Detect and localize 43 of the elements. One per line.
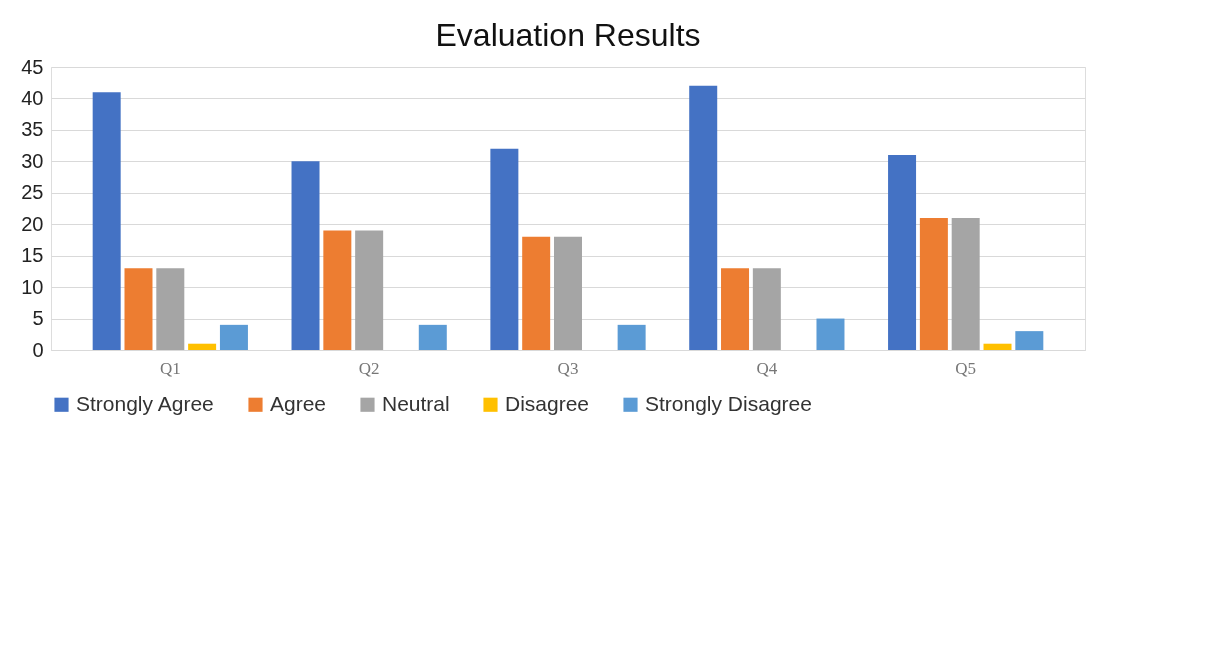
bar xyxy=(554,236,582,350)
y-tick-label: 45 xyxy=(21,55,44,78)
bar xyxy=(323,230,352,350)
bar xyxy=(752,268,781,350)
bar xyxy=(689,85,718,350)
legend-label: Strongly Disagree xyxy=(645,391,812,415)
x-tick-label: Q5 xyxy=(955,358,977,378)
bar xyxy=(124,268,153,350)
bar xyxy=(219,324,248,350)
bar xyxy=(92,92,121,350)
y-tick-label: 5 xyxy=(32,307,44,330)
bar xyxy=(951,217,980,350)
y-tick-label: 0 xyxy=(32,338,44,361)
bar xyxy=(888,155,917,350)
bar xyxy=(617,324,646,350)
bar xyxy=(418,324,447,350)
y-tick-label: 15 xyxy=(21,244,44,267)
bar xyxy=(919,217,948,350)
legend-label: Disagree xyxy=(505,391,590,415)
legend-label: Neutral xyxy=(382,391,450,415)
y-tick-label: 40 xyxy=(21,86,44,109)
y-tick-label: 10 xyxy=(21,275,44,298)
bar xyxy=(522,236,551,350)
y-tick-label: 35 xyxy=(21,118,44,141)
bar xyxy=(156,268,185,350)
x-tick-label: Q2 xyxy=(358,358,380,378)
bar xyxy=(983,343,1012,350)
y-tick-label: 20 xyxy=(21,212,44,235)
y-tick-label: 25 xyxy=(21,181,44,204)
bar xyxy=(816,318,845,350)
legend-label: Agree xyxy=(270,391,327,415)
bar xyxy=(188,343,217,350)
chart-title: Evaluation Results xyxy=(435,17,701,53)
legend-label: Strongly Agree xyxy=(76,391,214,415)
bar xyxy=(355,230,384,350)
y-tick-label: 30 xyxy=(21,149,44,172)
bar xyxy=(1015,331,1044,350)
bar xyxy=(291,161,320,350)
x-tick-label: Q3 xyxy=(557,358,579,378)
x-tick-label: Q4 xyxy=(756,358,778,378)
x-tick-label: Q1 xyxy=(159,358,181,378)
bar xyxy=(721,268,750,350)
bar xyxy=(490,148,519,350)
